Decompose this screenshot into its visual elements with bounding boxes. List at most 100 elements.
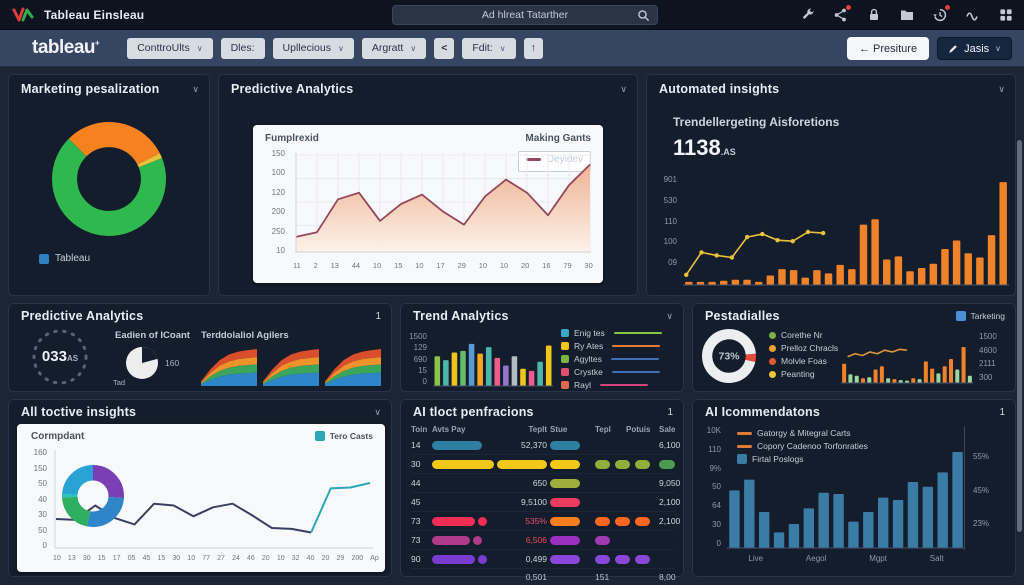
column-header[interactable]: Teplt	[528, 424, 547, 434]
chevron-down-icon[interactable]: ∨	[192, 83, 199, 94]
apps-icon[interactable]	[998, 7, 1014, 23]
panel-badge: 1	[999, 406, 1005, 418]
axis-label: 9%	[709, 463, 721, 473]
top-window-bar: Tableau Einsleau Ad hlreat Tatarther	[0, 0, 1024, 30]
table-row[interactable]: 45 9,5100 2,100	[411, 493, 680, 512]
axis-label: 129	[413, 343, 427, 353]
legend-item[interactable]: Crystke	[561, 367, 662, 377]
cell-value	[497, 459, 547, 469]
x-axis-labels: Live Aegol Mgpt Salt	[727, 554, 965, 563]
legend-item[interactable]: Deyidev	[525, 154, 583, 165]
row-id: 14	[411, 440, 421, 450]
legend-item[interactable]: Firtal Poslogs	[737, 454, 868, 464]
predictive-line-chart[interactable]	[293, 151, 593, 255]
table-row[interactable]: 30	[411, 455, 675, 474]
legend-item[interactable]: Enig tes	[561, 328, 662, 338]
legend-item[interactable]: Tableau	[39, 253, 90, 264]
panel-title: Predictive Analytics	[21, 309, 144, 323]
pie-chart[interactable]	[125, 346, 159, 380]
chevron-down-icon: ∨	[337, 43, 344, 53]
predictive-chart-card: Fumplrexid Making Gants Deyidev 150 100 12…	[253, 125, 603, 283]
legend-item[interactable]: Gatorgy & Mitegral Carts	[737, 428, 868, 438]
toolbar-button-argratt[interactable]: Argratt ∨	[361, 37, 427, 59]
automated-bars-line-chart[interactable]	[683, 175, 1009, 287]
panel-title: All toctive insights	[21, 405, 137, 419]
toolbar-button-dles[interactable]: Dles:	[220, 37, 265, 59]
panel-header: Marketing pesalization ∨	[21, 82, 199, 96]
gauge-ring-chart[interactable]	[31, 328, 89, 386]
axis-label: 24	[232, 555, 240, 562]
lock-icon[interactable]	[866, 7, 882, 23]
percentage-donut-chart[interactable]: 73%	[701, 328, 757, 384]
chevron-down-icon[interactable]: ∨	[620, 83, 627, 94]
panel-pestadialles: Pestadialles Tarketing 73% Corethe Nr Pre…	[692, 303, 1016, 392]
axis-label: 100	[271, 168, 285, 178]
column-header[interactable]: Potuis	[626, 424, 651, 434]
stacked-area-mini-2[interactable]	[263, 346, 319, 386]
legend-item[interactable]: Rayl	[561, 380, 662, 390]
presiture-back-button[interactable]: ← Presiture	[847, 37, 930, 60]
toolbar-button-[interactable]: <	[434, 37, 455, 59]
axis-label: Ap	[370, 555, 379, 562]
status-pill	[550, 516, 580, 526]
axis-label: 17	[436, 261, 445, 270]
table-row[interactable]: 44 650 9,050	[411, 474, 680, 493]
history-icon[interactable]	[932, 4, 951, 23]
legend-item[interactable]: Ry Ates	[561, 341, 662, 351]
toolbar-button-label: Fdit:	[472, 42, 493, 54]
column-header[interactable]: Tepl	[595, 424, 611, 434]
legend-item[interactable]: Agyltes	[561, 354, 662, 364]
marketing-donut-chart[interactable]	[51, 121, 167, 237]
toolbar-button-[interactable]: ↑	[523, 37, 543, 59]
chevron-down-icon[interactable]: ∨	[998, 83, 1005, 94]
wrench-icon[interactable]	[800, 7, 816, 23]
toolbar-button-upllecious[interactable]: Upllecious ∨	[272, 37, 354, 59]
table-row[interactable]: 73 6,506	[411, 531, 675, 550]
insights-donut-chart[interactable]	[61, 464, 125, 528]
panel-header: Automated insights ∨	[659, 82, 1005, 96]
toolbar-button-conttroults[interactable]: ConttroUlts ∨	[127, 37, 213, 59]
tableau-wordmark[interactable]: tableau+	[32, 37, 100, 58]
stacked-area-mini-3[interactable]	[325, 346, 381, 386]
axis-label: 30	[38, 510, 47, 519]
insights-line-chart[interactable]	[53, 448, 375, 552]
search-bar[interactable]: Ad hlreat Tatarther	[392, 5, 658, 25]
column-header[interactable]: Toin	[411, 424, 428, 434]
axis-label: 10	[415, 261, 424, 270]
share-icon[interactable]	[833, 4, 852, 23]
toolbar-button-fdit[interactable]: Fdit: ∨	[462, 37, 516, 59]
column-header[interactable]: Avts Pay	[432, 424, 466, 434]
search-input[interactable]: Ad hlreat Tatarther	[481, 9, 569, 21]
jasis-edit-button[interactable]: Jasis ∨	[937, 37, 1012, 60]
tableau-logo-icon[interactable]	[10, 6, 36, 24]
trend-bar-chart[interactable]	[433, 330, 553, 388]
chevron-down-icon[interactable]: ∨	[374, 406, 381, 417]
column-header[interactable]: Sale	[659, 424, 676, 434]
legend-item[interactable]: Copory Cadenoo Torfonraties	[737, 441, 868, 451]
table-row[interactable]: 14 52,370 6,100	[411, 436, 680, 455]
legend-swatch-icon	[769, 357, 776, 365]
folder-icon[interactable]	[899, 7, 915, 23]
sale-value: 2,100	[659, 497, 681, 507]
legend-item[interactable]: Tarketing	[955, 311, 1005, 321]
wave-icon[interactable]	[965, 7, 981, 23]
y-axis-labels: 1500 129 690 15 0	[405, 332, 427, 386]
legend-item[interactable]: Prelloz Chracls	[769, 343, 838, 353]
axis-label: 150	[271, 149, 285, 158]
stacked-area-mini-1[interactable]	[201, 346, 257, 386]
table-row[interactable]: 90 0,499	[411, 550, 675, 569]
chevron-down-icon[interactable]: ∨	[666, 310, 673, 321]
scrollbar[interactable]	[1017, 140, 1022, 532]
column-header[interactable]: Stue	[550, 424, 568, 434]
recommendations-bar-chart[interactable]	[727, 426, 965, 550]
panel-title: Trend Analytics	[413, 309, 509, 323]
row-id: 73	[411, 535, 421, 545]
panel-header: Predictive Analytics 1	[21, 309, 381, 323]
mini-bars-line-chart[interactable]	[841, 331, 973, 385]
legend-item[interactable]: Peanting	[769, 369, 838, 379]
table-row[interactable]: 73 535% 2,100	[411, 512, 680, 531]
legend-item[interactable]: Tero Casts	[314, 431, 373, 441]
panel-header: All toctive insights ∨	[21, 405, 381, 419]
legend-item[interactable]: Molvle Foas	[769, 356, 838, 366]
legend-item[interactable]: Corethe Nr	[769, 330, 838, 340]
